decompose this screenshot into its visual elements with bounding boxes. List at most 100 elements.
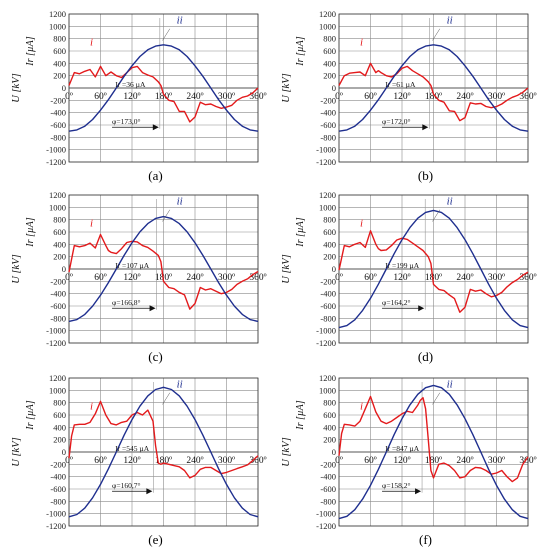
y-tick-label: 0 <box>62 83 66 93</box>
x-tick-label: 180º <box>425 273 442 283</box>
y-tick-label: -1200 <box>46 338 66 348</box>
series-line-ii <box>68 386 259 518</box>
current-annotation: Ir =847 µA <box>385 444 420 453</box>
y-tick-label: -1200 <box>46 157 66 167</box>
x-tick-label: 60º <box>364 273 377 283</box>
y-tick-label: -400 <box>50 108 66 118</box>
chart-panel: -1200 -1000 -800 -600 -400 -200 0 200 400 600 800 1… <box>281 190 537 364</box>
y-tick-label: -400 <box>320 472 336 482</box>
chart-panel: -1200 -1000 -800 -600 -400 -200 0 200 400 600 800 1… <box>11 190 267 364</box>
y-tick-label: 800 <box>53 398 66 408</box>
series-line-i <box>68 400 259 479</box>
y-tick-label: 600 <box>53 227 66 237</box>
x-tick-label: 240º <box>186 273 203 283</box>
y-axis-title-current: Ir [µA] <box>25 36 36 66</box>
y-tick-label: 1000 <box>319 21 336 31</box>
y-tick-label: -600 <box>320 484 336 494</box>
chart-panel: -1200 -1000 -800 -600 -400 -200 0 200 400 600 800 1… <box>281 9 537 183</box>
series-label-ii-leader <box>162 28 171 41</box>
y-tick-label: -1200 <box>46 521 66 531</box>
plot-frame <box>68 377 259 527</box>
x-tick-label: 60º <box>364 92 377 102</box>
x-tick-label: 240º <box>456 456 473 466</box>
y-tick-label: -600 <box>320 301 336 311</box>
y-axis-title-voltage: U [kV] <box>11 437 22 466</box>
y-tick-label: 0 <box>62 447 66 457</box>
chart-panel: -1200 -1000 -800 -600 -400 -200 0 200 400 600 800 1… <box>281 373 537 547</box>
phase-annotation: φ=160,7° <box>112 481 140 490</box>
series-line-ii <box>68 215 259 323</box>
y-tick-label: 0 <box>332 447 336 457</box>
series-label-i: i <box>360 36 363 48</box>
series-label-ii-leader <box>432 392 441 405</box>
y-tick-label: 400 <box>53 422 66 432</box>
series-label-i: i <box>360 400 363 412</box>
y-tick-label: 200 <box>323 435 336 445</box>
y-tick-label: -1000 <box>46 509 66 519</box>
phase-annotation: φ=166,8° <box>112 298 140 307</box>
y-tick-label: 200 <box>53 252 66 262</box>
y-tick-label: 0 <box>62 264 66 274</box>
x-tick-label: 300º <box>218 456 235 466</box>
y-axis-title-current: Ir [µA] <box>25 217 36 247</box>
panel-label: (e) <box>148 532 162 547</box>
y-tick-label: 600 <box>53 46 66 56</box>
x-tick-label: 300º <box>488 92 505 102</box>
y-tick-label: -800 <box>320 313 336 323</box>
y-tick-label: -200 <box>50 276 66 286</box>
x-tick-label: 180º <box>155 92 172 102</box>
y-tick-label: -400 <box>50 289 66 299</box>
y-tick-label: 800 <box>53 215 66 225</box>
y-tick-label: -600 <box>320 120 336 130</box>
x-tick-label: 300º <box>218 273 235 283</box>
y-tick-label: -600 <box>50 120 66 130</box>
phase-arrowhead <box>422 124 429 131</box>
y-axis-title-voltage: U [kV] <box>11 254 22 283</box>
series-line-ii <box>68 44 259 132</box>
y-tick-label: 1200 <box>49 9 66 19</box>
series-label-ii: ii <box>177 195 183 207</box>
y-tick-label: -800 <box>50 132 66 142</box>
y-tick-label: 600 <box>53 410 66 420</box>
y-tick-label: -1000 <box>46 145 66 155</box>
y-tick-label: 400 <box>323 422 336 432</box>
y-tick-label: -800 <box>320 132 336 142</box>
y-tick-label: -400 <box>50 472 66 482</box>
phase-annotation: φ=158,2° <box>382 481 410 490</box>
y-tick-label: -400 <box>320 108 336 118</box>
y-tick-label: -1000 <box>46 326 66 336</box>
y-tick-label: -800 <box>320 496 336 506</box>
series-label-i: i <box>90 217 93 229</box>
series-line-ii <box>338 209 529 329</box>
x-tick-label: 240º <box>456 92 473 102</box>
series-label-i: i <box>360 217 363 229</box>
y-tick-label: 1000 <box>49 202 66 212</box>
x-tick-label: 120º <box>123 92 140 102</box>
y-tick-label: -1200 <box>316 157 336 167</box>
x-tick-label: 120º <box>393 92 410 102</box>
y-axis-title-voltage: U [kV] <box>281 73 292 102</box>
panel-label: (d) <box>418 349 433 364</box>
y-tick-label: 0 <box>332 264 336 274</box>
current-annotation: Ir =199 µA <box>385 261 420 270</box>
y-tick-label: -1000 <box>316 326 336 336</box>
current-annotation: Ir =545 µA <box>115 444 150 453</box>
y-tick-label: -800 <box>50 496 66 506</box>
x-tick-label: 120º <box>123 273 140 283</box>
y-tick-label: -200 <box>50 95 66 105</box>
y-axis-title-current: Ir [µA] <box>295 36 306 66</box>
y-tick-label: 1000 <box>49 21 66 31</box>
y-tick-label: -600 <box>50 301 66 311</box>
series-line-ii <box>338 384 529 520</box>
y-tick-label: -200 <box>320 95 336 105</box>
y-tick-label: 400 <box>323 58 336 68</box>
series-label-ii-leader <box>432 28 441 41</box>
y-tick-label: 600 <box>323 410 336 420</box>
current-annotation: Ir =36 µA <box>115 80 146 89</box>
chart-panel: -1200 -1000 -800 -600 -400 -200 0 200 400 600 800 1… <box>11 373 267 547</box>
y-tick-label: 1200 <box>49 373 66 383</box>
y-tick-label: 1000 <box>49 385 66 395</box>
y-tick-label: 1000 <box>319 202 336 212</box>
series-label-ii-leader <box>432 209 441 222</box>
x-tick-label: 300º <box>488 456 505 466</box>
